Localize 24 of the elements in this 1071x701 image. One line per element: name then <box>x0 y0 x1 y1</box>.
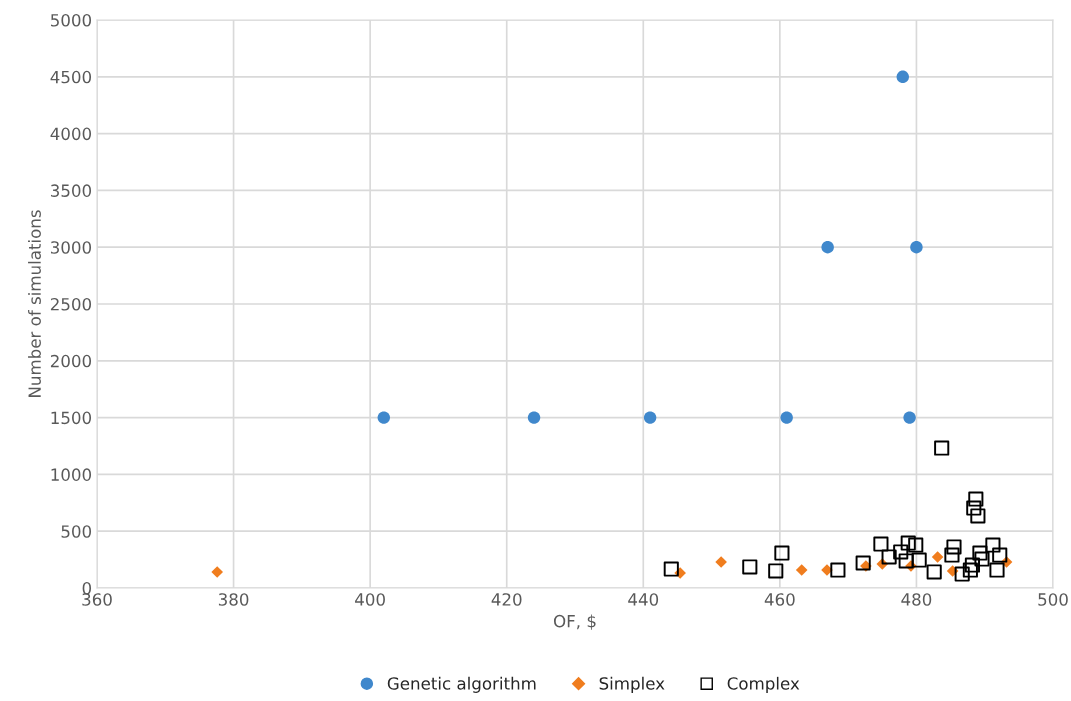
y-tick-label: 3000 <box>50 241 92 254</box>
x-tick-label: 500 <box>1038 593 1068 606</box>
y-tick-label: 1000 <box>51 468 92 481</box>
x-axis-title: OF, $ <box>553 614 596 630</box>
y-tick-label: 4000 <box>50 127 92 141</box>
x-tick-label: 380 <box>218 593 249 606</box>
x-tick-label: 460 <box>764 593 795 606</box>
x-tick-label: 360 <box>82 593 112 606</box>
y-tick-label: 3500 <box>50 184 92 197</box>
y-tick-label: 500 <box>61 525 92 538</box>
x-tick-label: 420 <box>491 593 522 606</box>
y-axis-title: Number of simulations <box>28 210 41 397</box>
y-tick-label: 4500 <box>50 70 92 84</box>
x-tick-label: 480 <box>901 593 932 606</box>
y-tick-label: 0 <box>82 581 92 595</box>
y-tick-label: 2500 <box>50 297 92 311</box>
legend-label: Genetic algorithm <box>387 676 536 693</box>
x-tick-label: 400 <box>355 593 385 606</box>
y-tick-label: 2000 <box>50 354 92 368</box>
x-tick-label: 440 <box>628 593 659 606</box>
legend-label: Simplex <box>599 676 665 693</box>
y-tick-label: 1500 <box>51 411 92 425</box>
legend-label: Complex <box>727 676 800 693</box>
y-tick-label: 5000 <box>51 13 92 27</box>
